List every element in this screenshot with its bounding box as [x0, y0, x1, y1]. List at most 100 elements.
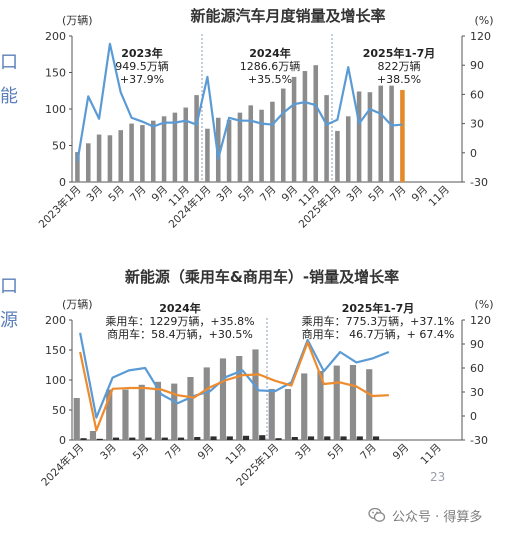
- growth-line: [76, 42, 403, 162]
- bar: [284, 389, 292, 440]
- annotation-text: +38.5%: [377, 73, 421, 86]
- bar: [138, 384, 145, 440]
- x-tick-label: 3月: [293, 442, 314, 463]
- y-left-tick-label: 100: [45, 374, 66, 387]
- x-tick-label: 9月: [196, 442, 217, 463]
- bar: [177, 437, 185, 440]
- bar: [194, 437, 201, 440]
- x-tick-label: 2023年1月: [36, 183, 84, 231]
- bar: [171, 383, 178, 440]
- bar: [150, 120, 156, 182]
- bar: [96, 134, 102, 182]
- bar: [302, 71, 308, 182]
- bar: [194, 95, 199, 182]
- x-tick-label: 3月: [215, 184, 236, 205]
- annotation-text: 乘用车：775.3万辆，+37.1%: [302, 314, 455, 328]
- bar: [259, 435, 266, 440]
- x-tick-label: 7月: [388, 184, 409, 205]
- footer-account-label: 公众号 · 得算多: [392, 509, 483, 525]
- x-tick-label: 7月: [163, 442, 184, 463]
- bar: [122, 389, 129, 440]
- footer-account[interactable]: 公众号 · 得算多: [368, 504, 482, 526]
- annotation-text: 2025年1-7月: [342, 301, 415, 315]
- growth-line: [79, 341, 389, 432]
- bar: [335, 130, 340, 182]
- bar: [210, 436, 217, 440]
- annotation-text: +35.5%: [248, 73, 292, 86]
- bar: [356, 436, 363, 440]
- x-tick-label: 11月: [418, 442, 443, 467]
- y-right-tick-label: 0: [470, 147, 477, 160]
- bar: [226, 436, 233, 440]
- bar: [145, 437, 152, 440]
- annotation-text: 2024年: [159, 301, 201, 315]
- x-tick-label: 9月: [391, 442, 412, 463]
- bar: [280, 88, 286, 182]
- bar: [118, 130, 124, 182]
- bar: [129, 437, 136, 440]
- x-tick-label: 5月: [326, 442, 347, 463]
- bar: [112, 437, 120, 440]
- bar: [205, 128, 210, 182]
- bar: [333, 365, 340, 440]
- chart-monthly-sales: 新能源汽车月度销量及增长率 (万辆) (%) 0 50 100 150 200 -30 0 30 60…: [36, 7, 494, 231]
- bar: [345, 116, 351, 182]
- side-mark: 能: [0, 86, 18, 107]
- annotation-text: 2024年: [249, 46, 291, 60]
- annotation-text: 1286.6万辆: [240, 59, 301, 73]
- chart-passenger-commercial: 新能源（乘用车&商用车）-销量及增长率 (万辆) (%) 0 50 100 150 200 -3…: [39, 268, 494, 489]
- chart-title: 新能源汽车月度销量及增长率: [190, 7, 385, 25]
- bar: [291, 76, 297, 182]
- bar: [242, 435, 250, 440]
- bar: [107, 135, 113, 182]
- y-left-tick-label: 100: [45, 103, 66, 116]
- y-right-tick-label: 0: [470, 410, 477, 423]
- x-tick-label: 7月: [128, 184, 149, 205]
- bar: [372, 436, 380, 440]
- bar: [73, 398, 80, 440]
- x-tick-label: 3月: [345, 184, 366, 205]
- bar: [313, 65, 319, 182]
- chart-title: 新能源（乘用车&商用车）-销量及增长率: [125, 268, 399, 286]
- bar: [378, 85, 384, 182]
- bar: [237, 112, 243, 182]
- x-tick-label: 5月: [106, 184, 127, 205]
- y-left-tick-label: 200: [45, 314, 66, 327]
- bar: [356, 91, 362, 182]
- y-left-tick-label: 0: [59, 434, 66, 447]
- right-axis-unit: (%): [474, 298, 493, 311]
- bar: [366, 369, 373, 440]
- bar: [75, 152, 80, 182]
- bar: [259, 109, 264, 182]
- bar: [389, 85, 394, 182]
- bar: [270, 101, 275, 182]
- bar: [129, 123, 134, 182]
- annotation-text: 商用车：58.4万辆，+30.5%: [107, 327, 253, 341]
- y-left-tick-label: 200: [45, 30, 66, 43]
- bar: [340, 436, 347, 440]
- bar: [307, 436, 315, 440]
- y-left-tick-label: 50: [52, 404, 66, 417]
- annotation-text: 商用车： 46.7万辆，+ 67.4%: [302, 327, 455, 341]
- bar: [203, 367, 210, 440]
- x-tick-label: 5月: [131, 442, 152, 463]
- bar: [89, 431, 97, 440]
- left-axis-unit: (万辆): [62, 13, 93, 27]
- annotation-text: 2025年1-7月: [363, 46, 436, 60]
- bar: [252, 349, 259, 440]
- bar: [236, 356, 243, 440]
- annotation-text: 949.5万辆: [115, 59, 169, 73]
- bar: [215, 117, 221, 182]
- y-right-tick-label: 60: [470, 362, 484, 375]
- y-left-tick-label: 150: [45, 67, 66, 80]
- bar: [183, 107, 189, 182]
- y-right-tick-label: -30: [470, 176, 488, 189]
- bar: [85, 143, 91, 182]
- y-right-tick-label: 90: [470, 338, 484, 351]
- y-right-tick-label: 90: [470, 59, 484, 72]
- y-right-tick-label: -30: [470, 434, 488, 447]
- bar: [80, 438, 87, 440]
- bar: [106, 389, 113, 440]
- side-mark: 口: [0, 276, 18, 297]
- y-right-tick-label: 120: [470, 30, 491, 43]
